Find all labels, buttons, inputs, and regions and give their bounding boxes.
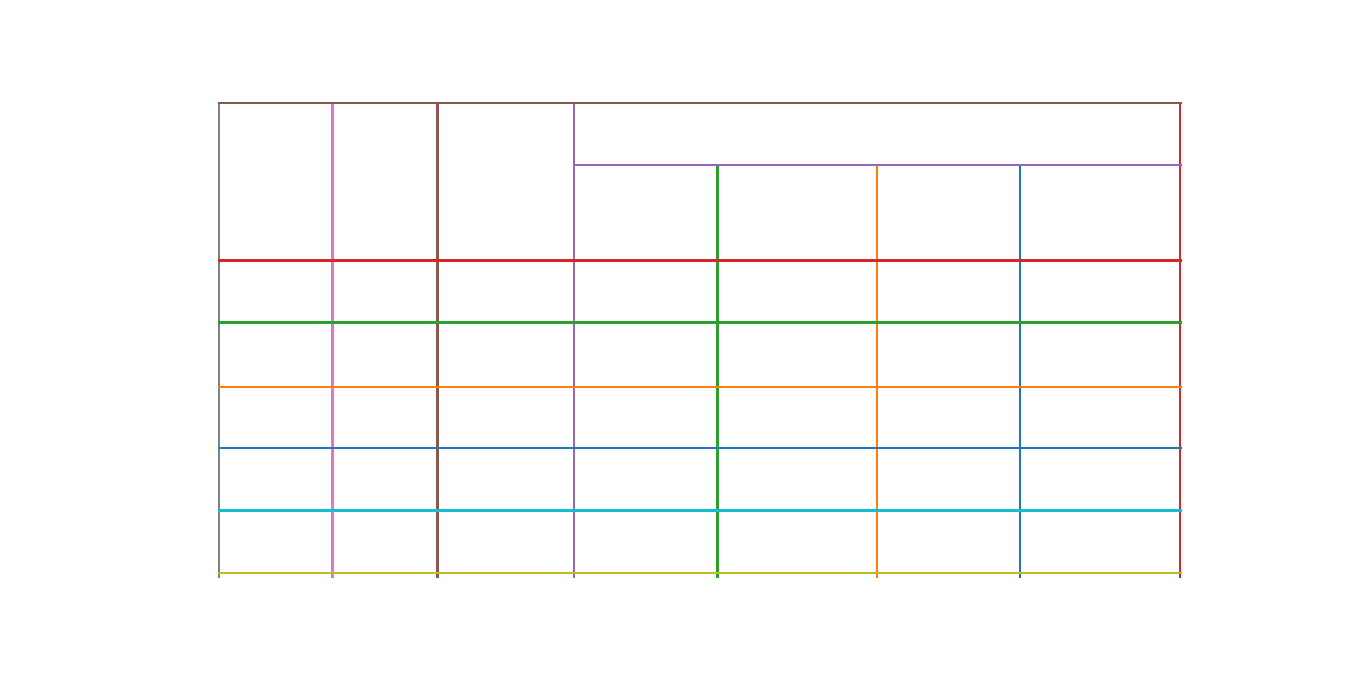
vline-purple: [572, 103, 576, 578]
vline-orange: [875, 164, 879, 578]
hline-brown: [218, 101, 1182, 105]
hline-blue: [218, 446, 1182, 450]
vline-gray: [217, 103, 221, 578]
vline-brown: [436, 103, 439, 578]
hline-cyan: [218, 509, 1182, 512]
vline-red: [1178, 104, 1182, 578]
vline-green: [716, 164, 719, 578]
vline-pink: [331, 103, 334, 578]
vline-blue: [1018, 164, 1022, 578]
hline-red: [218, 259, 1182, 262]
hline-olive: [218, 571, 1182, 575]
hline-orange: [218, 385, 1182, 389]
hline-green: [218, 321, 1182, 324]
hline-purple: [573, 163, 1182, 167]
